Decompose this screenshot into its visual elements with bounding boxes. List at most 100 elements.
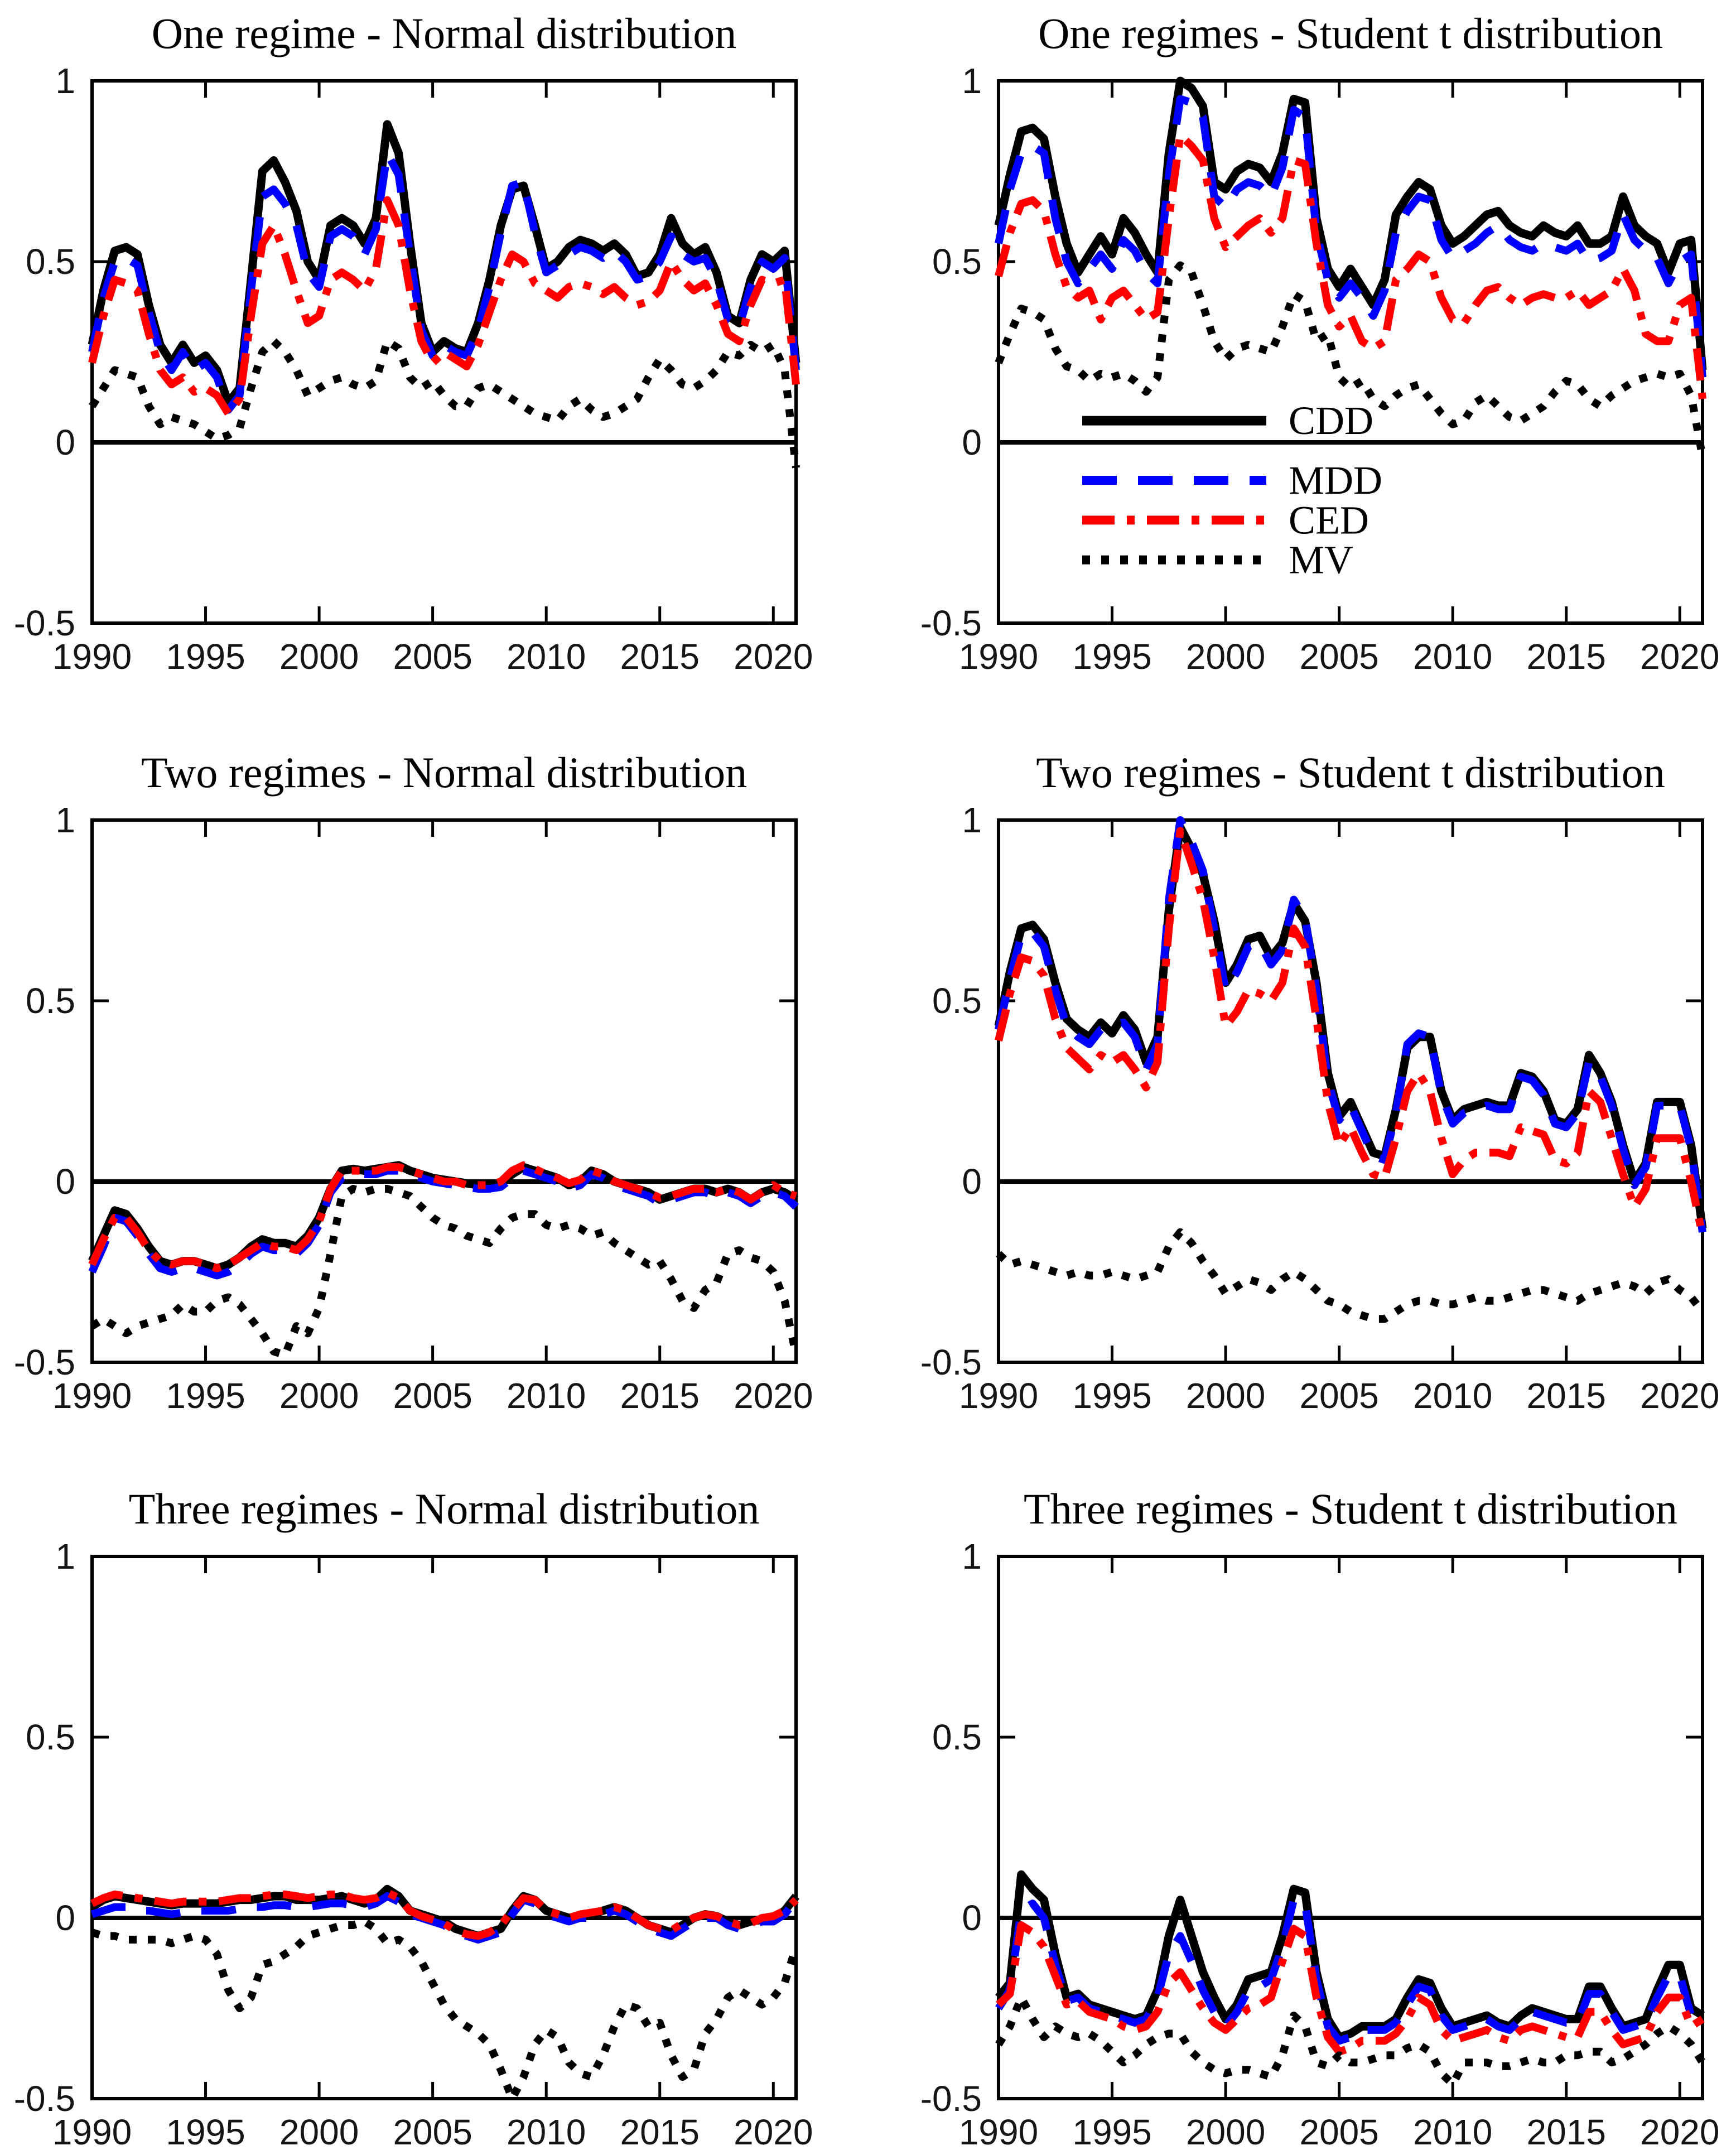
y-tick-label: 0 — [962, 1898, 982, 1938]
y-tick-label: -0.5 — [14, 603, 75, 643]
x-tick-label: 1995 — [166, 1376, 245, 1416]
x-tick-label: 2015 — [1527, 2112, 1606, 2152]
panel-title: One regimes - Student t distribution — [1038, 9, 1663, 57]
y-tick-label: 0.5 — [26, 981, 75, 1021]
x-tick-label: 2010 — [1413, 637, 1492, 677]
x-tick-label: 1990 — [959, 637, 1038, 677]
panel-two-regimes-normal: Two regimes - Normal distribution 1990 19… — [0, 719, 868, 1437]
x-tick-label: 2020 — [1640, 2112, 1719, 2152]
x-tick-label: 2000 — [1186, 2112, 1265, 2152]
series-ced — [88, 196, 800, 418]
y-tick-label: 0.5 — [26, 242, 75, 282]
x-tick-label: 1995 — [166, 2112, 245, 2152]
x-tick-label: 2005 — [393, 1376, 472, 1416]
y-tick-label: -0.5 — [14, 1342, 75, 1382]
series-ced — [90, 1888, 799, 1940]
chart-canvas: 1990 1995 2000 2005 2010 2015 2020 -0.5 0 0.5 1 — [920, 800, 1720, 1416]
series-mv — [995, 1993, 1706, 2089]
series-mv — [996, 1228, 1706, 1323]
x-tick-label: 2015 — [1527, 1376, 1606, 1416]
series-ced — [88, 1161, 798, 1272]
series-group — [994, 76, 1707, 458]
x-tick-label: 2010 — [1413, 2112, 1492, 2152]
x-tick-label: 2020 — [1640, 1376, 1719, 1416]
y-tick-label: -0.5 — [920, 1342, 982, 1382]
y-tick-label: 0 — [55, 1898, 75, 1938]
series-group — [994, 816, 1707, 1323]
panel-three-regimes-student-t: Three regimes - Student t distribution 1… — [868, 1437, 1736, 2155]
x-tick-label: 2010 — [507, 1376, 586, 1416]
y-tick-label: -0.5 — [920, 2079, 982, 2119]
y-tick-label: -0.5 — [920, 603, 982, 643]
y-tick-label: -0.5 — [14, 2079, 75, 2119]
series-mv — [90, 1917, 800, 2103]
y-tick-label: 0.5 — [932, 242, 982, 282]
panel-one-regime-student-t: One regimes - Student t distribution 199… — [868, 0, 1736, 719]
series-group — [995, 1870, 1706, 2089]
x-tick-label: 2000 — [279, 637, 359, 677]
panel-title: One regime - Normal distribution — [151, 9, 737, 57]
x-tick-label: 2005 — [1299, 1376, 1378, 1416]
series-mdd — [995, 1896, 1705, 2045]
series-mdd — [995, 816, 1706, 1233]
y-tick-label: 1 — [55, 61, 75, 101]
x-tick-label: 2020 — [734, 1376, 813, 1416]
y-tick-label: 0.5 — [932, 981, 982, 1021]
panel-title: Three regimes - Normal distribution — [128, 1484, 760, 1533]
y-tick-label: 0.5 — [932, 1717, 982, 1757]
x-tick-label: 2000 — [279, 1376, 359, 1416]
axes-box — [90, 1555, 798, 2100]
x-tick-label: 2015 — [620, 2112, 700, 2152]
x-tick-label: 2015 — [1527, 637, 1606, 677]
series-ced — [995, 827, 1706, 1237]
legend-label-ced: CED — [1289, 498, 1369, 542]
x-tick-label: 2000 — [1186, 637, 1265, 677]
series-ced — [996, 1921, 1705, 2056]
y-tick-label: 1 — [962, 800, 982, 840]
series-mv — [89, 337, 800, 469]
x-tick-label: 1995 — [1072, 2112, 1151, 2152]
x-tick-label: 2020 — [734, 637, 813, 677]
x-tick-label: 2005 — [1299, 637, 1378, 677]
series-ced — [995, 131, 1706, 399]
series-mdd — [995, 95, 1706, 378]
panel-two-regimes-student-t: Two regimes - Student t distribution 199… — [868, 719, 1736, 1437]
x-tick-label: 1995 — [166, 637, 245, 677]
legend-label-mdd: MDD — [1289, 458, 1382, 503]
x-tick-label: 2010 — [1413, 1376, 1492, 1416]
y-tick-label: 0.5 — [26, 1717, 75, 1757]
chart-canvas: 1990 1995 2000 2005 2010 2015 2020 -0.5 0 0.5 1 — [14, 1536, 813, 2152]
chart-canvas: 1990 1995 2000 2005 2010 2015 2020 -0.5 0 0.5 1 CDD… — [920, 61, 1720, 677]
panel-title: Two regimes - Student t distribution — [1036, 748, 1665, 797]
panel-title: Three regimes - Student t distribution — [1024, 1484, 1677, 1533]
x-tick-label: 2005 — [1299, 2112, 1378, 2152]
x-tick-label: 2020 — [1640, 637, 1719, 677]
chart-canvas: 1990 1995 2000 2005 2010 2015 2020 -0.5 0 0.5 1 — [920, 1536, 1720, 2152]
x-tick-label: 1990 — [52, 2112, 132, 2152]
y-tick-label: 0 — [962, 422, 982, 462]
y-tick-label: 1 — [55, 1536, 75, 1577]
y-tick-label: 1 — [962, 61, 982, 101]
series-group — [88, 120, 801, 469]
chart-canvas: 1990 1995 2000 2005 2010 2015 2020 -0.5 0 0.5 1 — [14, 800, 813, 1416]
series-group — [89, 1884, 800, 2103]
panel-three-regimes-normal: Three regimes - Normal distribution 1990… — [0, 1437, 868, 2155]
y-tick-label: 0 — [55, 422, 75, 462]
y-tick-label: 1 — [55, 800, 75, 840]
x-tick-label: 1990 — [959, 1376, 1038, 1416]
x-tick-label: 2020 — [734, 2112, 813, 2152]
legend-label-cdd: CDD — [1289, 398, 1373, 443]
x-tick-label: 1995 — [1072, 1376, 1151, 1416]
x-tick-label: 1990 — [52, 637, 132, 677]
chart-canvas: 1990 1995 2000 2005 2010 2015 2020 -0.5 0 0.5 1 — [14, 61, 813, 677]
y-tick-label: 1 — [962, 1536, 982, 1577]
legend-label-mv: MV — [1289, 538, 1353, 582]
panel-one-regime-normal: One regime - Normal distribution 1990 199… — [0, 0, 868, 719]
x-tick-label: 1990 — [959, 2112, 1038, 2152]
series-cdd — [88, 120, 801, 407]
axes-box — [90, 818, 798, 1364]
x-tick-label: 2000 — [1186, 1376, 1265, 1416]
series-mdd — [88, 149, 800, 414]
x-tick-label: 2015 — [620, 1376, 700, 1416]
y-tick-label: 0 — [962, 1161, 982, 1202]
